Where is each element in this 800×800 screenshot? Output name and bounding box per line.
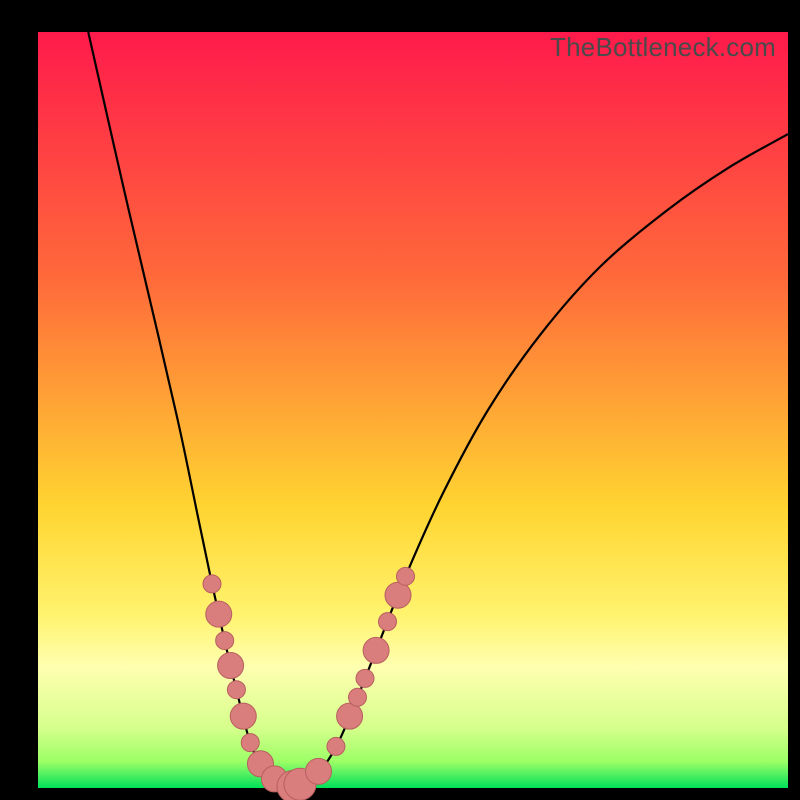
marker-point [218, 653, 244, 679]
plot-area [38, 32, 788, 788]
marker-point [206, 601, 232, 627]
v-curve [88, 32, 788, 787]
watermark-text: TheBottleneck.com [550, 32, 776, 63]
curve-layer [38, 32, 788, 788]
curve-markers [203, 567, 415, 800]
marker-point [385, 582, 411, 608]
marker-point [327, 737, 345, 755]
marker-point [230, 703, 256, 729]
marker-point [203, 575, 221, 593]
marker-point [306, 758, 332, 784]
marker-point [349, 688, 367, 706]
chart-frame: TheBottleneck.com [0, 0, 800, 800]
marker-point [241, 734, 259, 752]
marker-point [379, 613, 397, 631]
marker-point [227, 681, 245, 699]
marker-point [397, 567, 415, 585]
marker-point [216, 632, 234, 650]
marker-point [337, 703, 363, 729]
marker-point [363, 637, 389, 663]
marker-point [356, 669, 374, 687]
